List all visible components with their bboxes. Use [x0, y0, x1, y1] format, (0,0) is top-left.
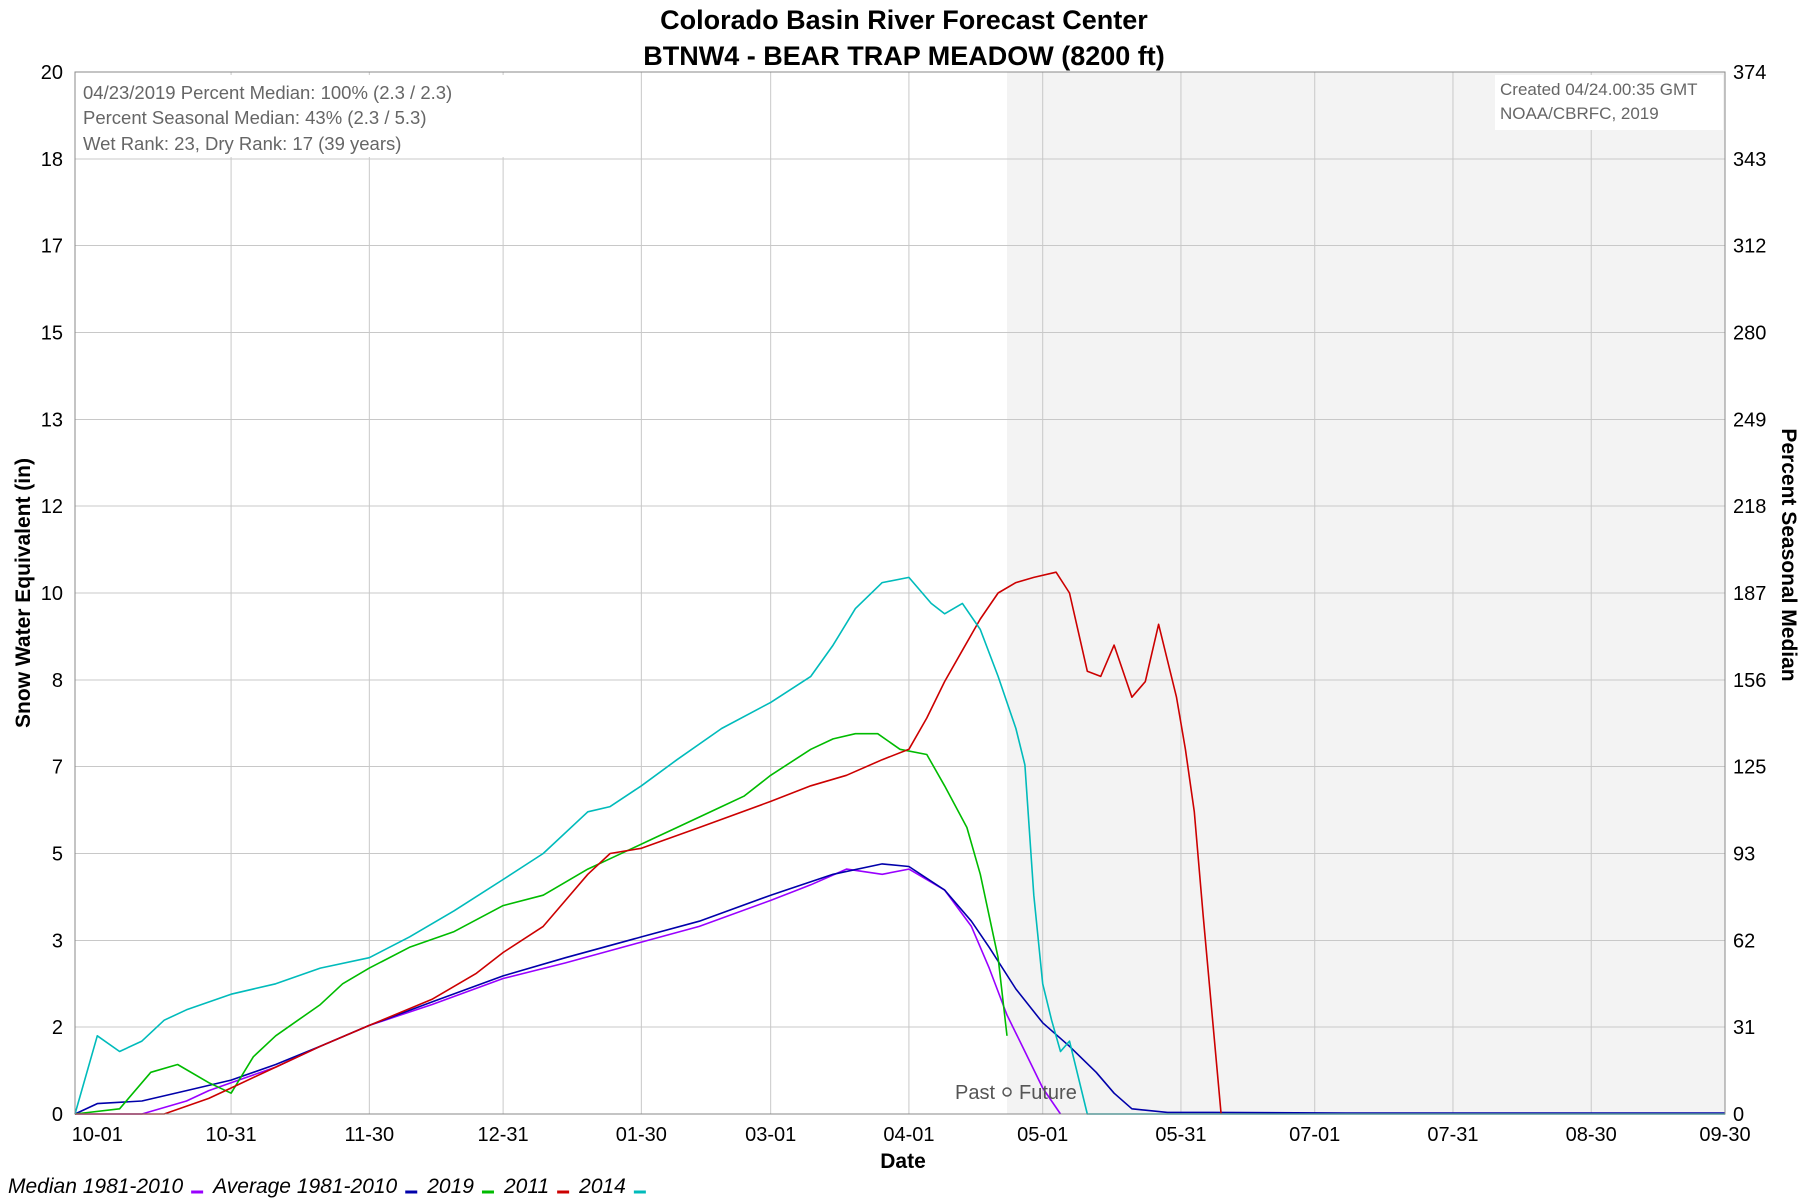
past-future-marker [1002, 1087, 1012, 1097]
x-axis-label: Date [880, 1150, 926, 1173]
y2-tick-label: 374 [1733, 62, 1766, 84]
y-axis-label: Snow Water Equivalent (in) [12, 458, 35, 728]
series-layer [74, 571, 1725, 1115]
y-tick-label: 17 [41, 235, 63, 257]
y-tick-label: 20 [41, 62, 63, 84]
x-tick-label: 05-31 [1155, 1124, 1206, 1146]
y-tick-label: 12 [41, 496, 63, 518]
legend-label-3: 2011 [503, 1175, 549, 1198]
future-label: Future [1019, 1082, 1077, 1104]
past-label: Past [955, 1082, 995, 1104]
x-tick-label: 10-01 [72, 1124, 123, 1146]
x-tick-label: 07-01 [1289, 1124, 1340, 1146]
y2-tick-label: 62 [1733, 931, 1755, 953]
annotation-line-2: Percent Seasonal Median: 43% (2.3 / 5.3) [83, 107, 426, 128]
y-axis-ticks: 0 2 3 5 7 8 10 12 13 15 17 18 20 [41, 62, 63, 1126]
legend-label-2: 2019 [426, 1175, 474, 1198]
plot-border [74, 71, 1726, 1115]
x-tick-label: 10-31 [206, 1124, 257, 1146]
series-line-4 [74, 576, 1725, 1115]
chart-title: Colorado Basin River Forecast Center [660, 5, 1148, 35]
legend-label-0: Median 1981-2010 [8, 1175, 183, 1198]
y2-tick-label: 312 [1733, 235, 1766, 257]
y-tick-label: 8 [52, 670, 63, 692]
chart-subtitle: BTNW4 - BEAR TRAP MEADOW (8200 ft) [643, 41, 1165, 71]
y-tick-label: 5 [52, 844, 63, 866]
y-tick-label: 13 [41, 410, 63, 432]
legend-label-4: 2014 [578, 1175, 626, 1198]
x-tick-label: 12-31 [478, 1124, 529, 1146]
y2-tick-label: 93 [1733, 844, 1755, 866]
x-tick-label: 03-01 [745, 1124, 796, 1146]
y2-tick-label: 156 [1733, 670, 1766, 692]
series-line-3 [75, 571, 1222, 1115]
series-line-2 [74, 732, 1008, 1115]
annotation-box-left [78, 75, 520, 157]
grid [75, 72, 1725, 1114]
x-tick-label: 09-30 [1699, 1124, 1750, 1146]
legend-label-1: Average 1981-2010 [211, 1175, 397, 1198]
created-label: Created 04/24.00:35 GMT [1500, 80, 1698, 99]
y2-tick-label: 0 [1733, 1104, 1744, 1126]
series-line-1 [74, 863, 1725, 1115]
x-tick-label: 11-30 [344, 1124, 394, 1146]
y2-tick-label: 249 [1733, 410, 1766, 432]
y-tick-label: 18 [41, 149, 63, 171]
y2-tick-label: 280 [1733, 323, 1766, 345]
y-tick-label: 10 [41, 583, 63, 605]
x-axis-ticks: 10-01 10-31 11-30 12-31 01-30 03-01 04-01 05-01… [72, 1124, 1751, 1146]
y2-axis-label: Percent Seasonal Median [1777, 428, 1800, 681]
annotation-line-3: Wet Rank: 23, Dry Rank: 17 (39 years) [83, 133, 401, 154]
legend: Median 1981-2010 Average 1981-2010 2019 201… [8, 1175, 646, 1198]
x-tick-label: 08-30 [1566, 1124, 1617, 1146]
y-tick-label: 7 [52, 756, 63, 778]
y2-axis-ticks: 0 31 62 93 125 156 187 218 249 280 312 343 374 [1733, 62, 1766, 1126]
y-tick-label: 0 [52, 1104, 63, 1126]
credit-label: NOAA/CBRFC, 2019 [1500, 104, 1659, 123]
x-tick-label: 04-01 [883, 1124, 934, 1146]
y-tick-label: 2 [52, 1017, 63, 1039]
y2-tick-label: 343 [1733, 149, 1766, 171]
y2-tick-label: 187 [1733, 583, 1766, 605]
annotation-line-1: 04/23/2019 Percent Median: 100% (2.3 / 2… [83, 82, 452, 103]
x-tick-label: 01-30 [616, 1124, 667, 1146]
y2-tick-label: 31 [1733, 1017, 1755, 1039]
y-tick-label: 3 [52, 931, 63, 953]
x-tick-label: 07-31 [1427, 1124, 1478, 1146]
annotation-box-right [1495, 75, 1723, 130]
series-line-0 [75, 868, 1062, 1115]
x-tick-label: 05-01 [1017, 1124, 1068, 1146]
y2-tick-label: 218 [1733, 496, 1766, 518]
y-tick-label: 15 [41, 323, 63, 345]
y2-tick-label: 125 [1733, 756, 1766, 778]
